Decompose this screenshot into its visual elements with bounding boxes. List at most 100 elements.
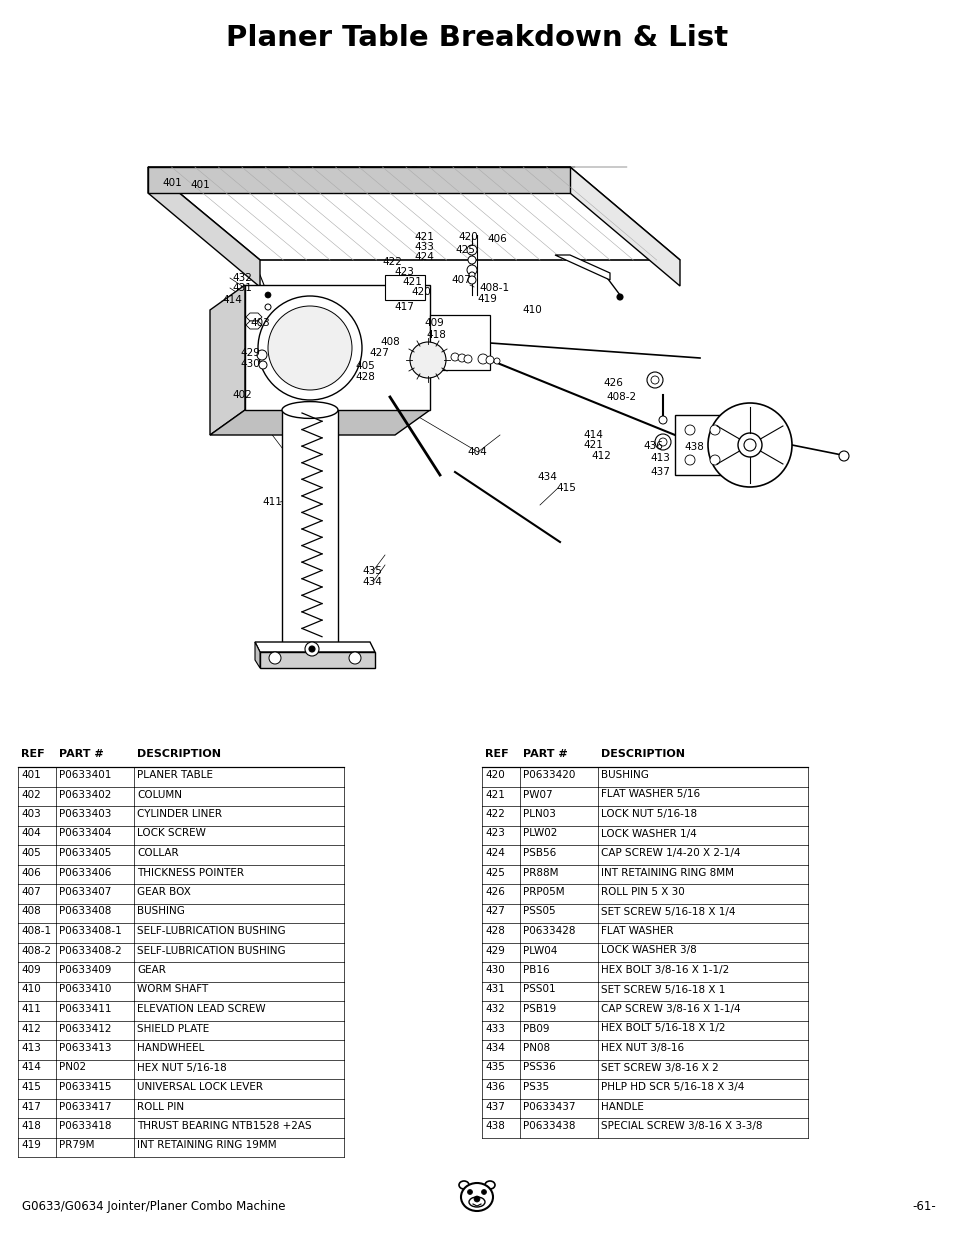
Text: 408-2: 408-2	[21, 946, 51, 956]
Text: 435: 435	[361, 566, 381, 576]
Text: 422: 422	[484, 809, 504, 819]
Text: THICKNESS POINTER: THICKNESS POINTER	[137, 867, 244, 878]
Polygon shape	[148, 167, 679, 261]
Ellipse shape	[484, 1181, 495, 1189]
Circle shape	[457, 354, 465, 362]
Text: 403: 403	[250, 317, 270, 329]
Text: PRP05M: PRP05M	[522, 887, 564, 897]
Text: 432: 432	[484, 1004, 504, 1014]
Text: 404: 404	[467, 447, 486, 457]
Text: 419: 419	[21, 1140, 41, 1151]
Text: 420: 420	[457, 232, 477, 242]
Circle shape	[305, 642, 318, 656]
Text: 408-2: 408-2	[605, 391, 636, 403]
Circle shape	[463, 354, 472, 363]
Text: 420: 420	[484, 769, 504, 781]
Text: 415: 415	[556, 483, 576, 493]
Text: 418: 418	[426, 330, 445, 340]
Text: P0633408: P0633408	[59, 906, 112, 916]
Text: 408-1: 408-1	[21, 926, 51, 936]
Text: 432: 432	[232, 273, 252, 283]
Text: HEX BOLT 3/8-16 X 1-1/2: HEX BOLT 3/8-16 X 1-1/2	[600, 965, 728, 974]
Text: HEX NUT 5/16-18: HEX NUT 5/16-18	[137, 1062, 227, 1072]
Text: HEX BOLT 5/16-18 X 1/2: HEX BOLT 5/16-18 X 1/2	[600, 1024, 724, 1034]
Text: P0633437: P0633437	[522, 1102, 575, 1112]
Text: 401: 401	[190, 180, 210, 190]
Text: P0633402: P0633402	[59, 789, 112, 799]
Polygon shape	[246, 312, 262, 321]
Text: SELF-LUBRICATION BUSHING: SELF-LUBRICATION BUSHING	[137, 946, 285, 956]
Text: 421: 421	[582, 440, 602, 450]
Polygon shape	[569, 167, 679, 287]
Text: 428: 428	[484, 926, 504, 936]
Text: WORM SHAFT: WORM SHAFT	[137, 984, 208, 994]
Text: 431: 431	[232, 283, 252, 293]
Polygon shape	[254, 642, 260, 668]
Circle shape	[659, 438, 666, 446]
Text: Planer Table Breakdown & List: Planer Table Breakdown & List	[226, 23, 727, 52]
Text: P0633413: P0633413	[59, 1044, 112, 1053]
Text: PSS36: PSS36	[522, 1062, 556, 1072]
Text: P0633408-2: P0633408-2	[59, 946, 122, 956]
Text: PW07: PW07	[522, 789, 552, 799]
Bar	[282, 410, 337, 650]
Text: 427: 427	[369, 348, 389, 358]
Text: P0633420: P0633420	[522, 769, 575, 781]
Ellipse shape	[282, 401, 337, 419]
Text: LOCK NUT 5/16-18: LOCK NUT 5/16-18	[600, 809, 697, 819]
Text: 429: 429	[484, 946, 504, 956]
Text: 431: 431	[484, 984, 504, 994]
Circle shape	[477, 354, 488, 364]
Text: 417: 417	[21, 1102, 41, 1112]
Text: LOCK WASHER 1/4: LOCK WASHER 1/4	[600, 829, 696, 839]
Polygon shape	[675, 415, 729, 475]
Text: P0633428: P0633428	[522, 926, 575, 936]
Polygon shape	[260, 652, 375, 668]
Text: 421: 421	[401, 277, 421, 287]
Text: P0633406: P0633406	[59, 867, 112, 878]
Circle shape	[481, 1189, 486, 1194]
Text: PHLP HD SCR 5/16-18 X 3/4: PHLP HD SCR 5/16-18 X 3/4	[600, 1082, 743, 1092]
Text: HANDWHEEL: HANDWHEEL	[137, 1044, 204, 1053]
Text: 433: 433	[414, 242, 434, 252]
Text: 427: 427	[484, 906, 504, 916]
Text: P0633404: P0633404	[59, 829, 112, 839]
Text: 411: 411	[262, 496, 281, 508]
Text: COLLAR: COLLAR	[137, 848, 178, 858]
Text: P0633403: P0633403	[59, 809, 112, 819]
Text: P0633405: P0633405	[59, 848, 112, 858]
Text: PN02: PN02	[59, 1062, 86, 1072]
Text: PSB56: PSB56	[522, 848, 556, 858]
Text: 420: 420	[411, 287, 431, 296]
Circle shape	[659, 416, 666, 424]
Text: PSS01: PSS01	[522, 984, 555, 994]
Circle shape	[743, 438, 755, 451]
Text: 414: 414	[21, 1062, 41, 1072]
Text: 429: 429	[240, 348, 259, 358]
Text: REF: REF	[21, 748, 45, 760]
Text: P0633415: P0633415	[59, 1082, 112, 1092]
Text: 408: 408	[21, 906, 41, 916]
Text: 422: 422	[381, 257, 401, 267]
Polygon shape	[148, 167, 569, 193]
Circle shape	[709, 425, 720, 435]
Circle shape	[468, 275, 476, 284]
Text: PR79M: PR79M	[59, 1140, 94, 1151]
Text: ELEVATION LEAD SCREW: ELEVATION LEAD SCREW	[137, 1004, 265, 1014]
Text: 413: 413	[21, 1044, 41, 1053]
Circle shape	[707, 403, 791, 487]
Text: CYLINDER LINER: CYLINDER LINER	[137, 809, 222, 819]
Ellipse shape	[458, 1181, 469, 1189]
Text: P0633417: P0633417	[59, 1102, 112, 1112]
Text: 436: 436	[484, 1082, 504, 1092]
Circle shape	[410, 342, 446, 378]
Text: 402: 402	[232, 390, 252, 400]
Text: 410: 410	[21, 984, 41, 994]
Circle shape	[265, 304, 271, 310]
Text: 436: 436	[642, 441, 662, 451]
Text: SPECIAL SCREW 3/8-16 X 3-3/8: SPECIAL SCREW 3/8-16 X 3-3/8	[600, 1121, 761, 1131]
Text: PSB19: PSB19	[522, 1004, 556, 1014]
Text: P0633438: P0633438	[522, 1121, 575, 1131]
Text: 408: 408	[379, 337, 399, 347]
Text: SET SCREW 5/16-18 X 1: SET SCREW 5/16-18 X 1	[600, 984, 724, 994]
